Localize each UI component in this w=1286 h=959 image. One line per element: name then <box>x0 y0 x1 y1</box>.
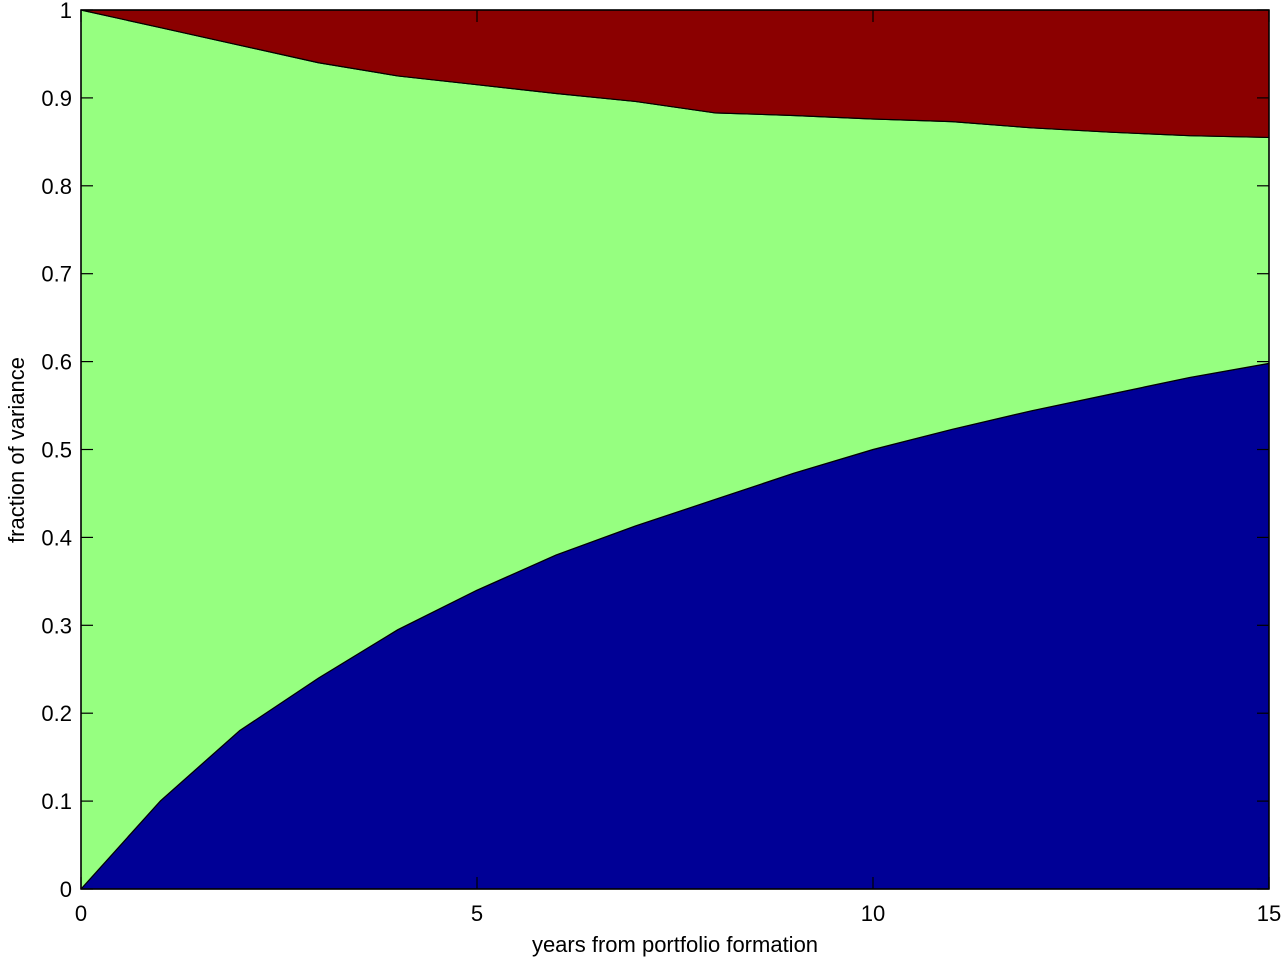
y-tick-label: 0.6 <box>41 350 72 375</box>
x-tick-label: 5 <box>471 901 483 926</box>
y-tick-label: 0.3 <box>41 613 72 638</box>
y-tick-label: 1 <box>60 0 72 23</box>
tick-label-group: 0 5 10 15 0 0.1 0.2 0.3 0.4 0.5 0.6 0.7 0.8 0.9 1 <box>41 0 1281 926</box>
x-tick-label: 10 <box>861 901 885 926</box>
x-axis-label: years from portfolio formation <box>532 932 818 957</box>
x-tick-label: 15 <box>1257 901 1281 926</box>
area-series-group <box>80 9 1270 890</box>
y-tick-label: 0.8 <box>41 174 72 199</box>
y-tick-label: 0.4 <box>41 525 72 550</box>
y-tick-label: 0.7 <box>41 262 72 287</box>
x-tick-label: 0 <box>75 901 87 926</box>
tick-group <box>80 9 1270 890</box>
y-tick-label: 0 <box>60 877 72 902</box>
y-tick-label: 0.1 <box>41 789 72 814</box>
y-tick-label: 0.2 <box>41 701 72 726</box>
y-tick-label: 0.9 <box>41 86 72 111</box>
y-axis-label: fraction of variance <box>4 357 29 543</box>
y-tick-label: 0.5 <box>41 438 72 463</box>
